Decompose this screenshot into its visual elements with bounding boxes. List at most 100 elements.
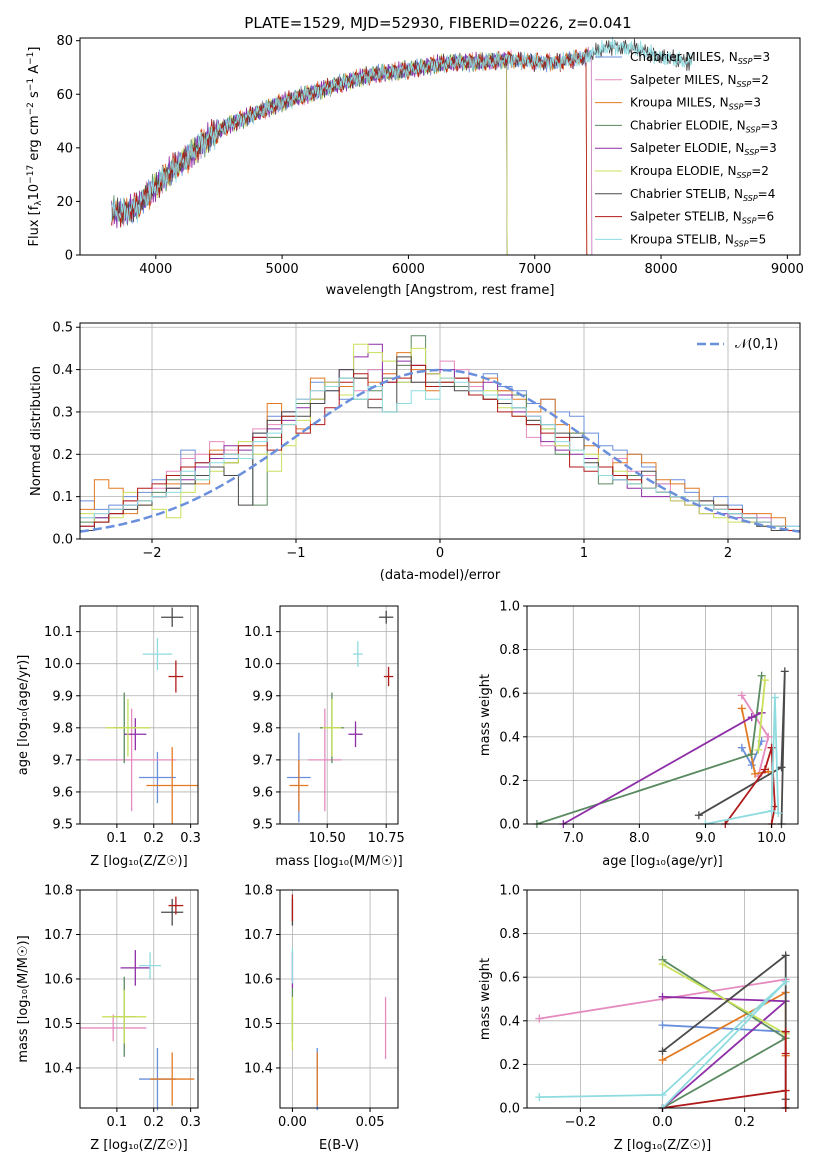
y-tick-label: 0.3 — [52, 405, 73, 420]
weight-marker — [781, 1086, 790, 1095]
legend-label: Kroupa MILES, NSSP=3 — [630, 96, 761, 112]
y-tick-label: 10.0 — [44, 657, 73, 672]
weight-series-1 — [662, 1024, 786, 1033]
y-tick-label: 0.2 — [52, 448, 73, 463]
weight-marker — [760, 676, 769, 685]
mass-vs-Z-grid — [80, 889, 198, 1108]
weight-series-9 — [705, 697, 780, 825]
weight-marker — [658, 1056, 667, 1065]
weight-marker — [737, 704, 746, 713]
age-vs-Z-grid — [80, 606, 198, 825]
weight-marker — [747, 713, 756, 722]
figure-title: PLATE=1529, MJD=52930, FIBERID=0226, z=0… — [244, 14, 631, 32]
weight-series-6 — [662, 963, 787, 1035]
y-tick-label: 10.5 — [44, 1017, 73, 1032]
weight-marker — [751, 769, 760, 778]
mass-vs-ebv-points — [291, 894, 387, 1111]
weight-marker — [535, 1093, 544, 1102]
weight-marker — [781, 1049, 790, 1058]
y-tick-label: 1.0 — [499, 600, 520, 615]
weight-marker — [777, 763, 786, 772]
x-axis-label: wavelength [Angstrom, rest frame] — [326, 283, 555, 298]
mass-weight-vs-Z-lines — [535, 951, 790, 1112]
histogram-series — [79, 335, 800, 539]
weight-marker — [747, 750, 756, 759]
weight-marker — [535, 1014, 544, 1023]
y-tick-label: 60 — [56, 88, 73, 103]
weight-marker — [781, 977, 790, 986]
weight-series-4 — [536, 675, 763, 825]
x-tick-label: 9.0 — [695, 831, 716, 846]
y-tick-label: 9.9 — [52, 689, 73, 704]
x-tick-label: 0.05 — [356, 1115, 385, 1130]
weight-marker — [658, 1021, 667, 1030]
mass-weight-vs-age-lines — [532, 667, 789, 828]
y-tick-label: 0.6 — [499, 971, 520, 986]
legend-label: Chabrier MILES, NSSP=3 — [630, 50, 770, 66]
x-tick-label: 2 — [724, 546, 732, 561]
y-tick-label: 0.8 — [499, 643, 520, 658]
mass-vs-ebv-frame — [279, 889, 399, 1109]
x-tick-label: 0.2 — [143, 831, 164, 846]
y-tick-label: 0.2 — [499, 774, 520, 789]
weight-marker — [658, 1047, 667, 1056]
y-tick-label: 20 — [56, 195, 73, 210]
x-tick-label: 0.3 — [180, 831, 201, 846]
weight-marker — [658, 1090, 667, 1099]
weight-series-6 — [757, 680, 766, 750]
x-tick-label: 5000 — [266, 262, 299, 277]
x-tick-label: −2 — [142, 546, 161, 561]
x-tick-label: 7000 — [518, 262, 551, 277]
weight-series-2 — [741, 694, 770, 777]
age-vs-mass-grid — [280, 606, 398, 825]
legend-label: Kroupa ELODIE, NSSP=2 — [630, 164, 769, 180]
y-tick-label: 0.2 — [499, 1058, 520, 1073]
y-tick-label: 0.5 — [52, 321, 73, 336]
weight-marker — [658, 960, 667, 969]
weight-marker — [737, 743, 746, 752]
weight-marker — [658, 992, 667, 1001]
weight-marker — [754, 745, 763, 754]
y-tick-label: 9.7 — [52, 753, 73, 768]
y-tick-label: 0.8 — [499, 927, 520, 942]
y-tick-label: 9.8 — [252, 721, 273, 736]
age-vs-mass-frame — [279, 605, 399, 825]
weight-marker — [767, 806, 776, 815]
age-vs-Z-points — [87, 607, 198, 824]
spectrum-frame — [79, 37, 801, 256]
y-axis-label: Normed distribution — [29, 366, 44, 496]
x-tick-label: −1 — [286, 546, 305, 561]
weight-series-7 — [698, 671, 786, 825]
y-tick-label: 10.1 — [244, 625, 273, 640]
y-tick-label: 1.0 — [499, 884, 520, 899]
weight-marker — [737, 691, 746, 700]
y-tick-label: 9.6 — [52, 785, 73, 800]
x-axis-label: Z [log₁₀(Z/Z☉)] — [90, 854, 187, 869]
y-tick-label: 9.9 — [252, 689, 273, 704]
x-tick-label: 7.0 — [563, 831, 584, 846]
weight-marker — [781, 951, 790, 960]
spectrum-lines — [111, 36, 693, 256]
y-tick-label: 10.5 — [244, 1017, 273, 1032]
y-tick-label: 10.6 — [44, 972, 73, 987]
age-vs-mass-points — [287, 610, 394, 823]
x-tick-label: 8000 — [645, 262, 678, 277]
spectrum-series-5 — [111, 51, 508, 256]
x-tick-label: 8.0 — [629, 831, 650, 846]
y-tick-label: 10.6 — [244, 972, 273, 987]
y-tick-label: 0.0 — [499, 1102, 520, 1117]
x-tick-label: 9000 — [771, 262, 804, 277]
x-tick-label: 0.0 — [652, 1115, 673, 1130]
legend-label: Chabrier STELIB, NSSP=4 — [630, 187, 775, 203]
weight-series-7 — [661, 953, 787, 1108]
y-tick-label: 9.5 — [52, 818, 73, 833]
x-axis-label: Z [log₁₀(Z/Z☉)] — [614, 1138, 711, 1153]
y-tick-label: 9.6 — [252, 785, 273, 800]
weight-series-5 — [661, 995, 789, 1109]
legend-label: 𝒩(0,1) — [735, 337, 778, 352]
mass-vs-ebv-grid — [280, 889, 398, 1108]
y-tick-label: 9.8 — [52, 721, 73, 736]
mass-vs-Z-frame — [79, 889, 199, 1109]
x-axis-label: mass [log₁₀(M/M☉)] — [275, 854, 402, 869]
